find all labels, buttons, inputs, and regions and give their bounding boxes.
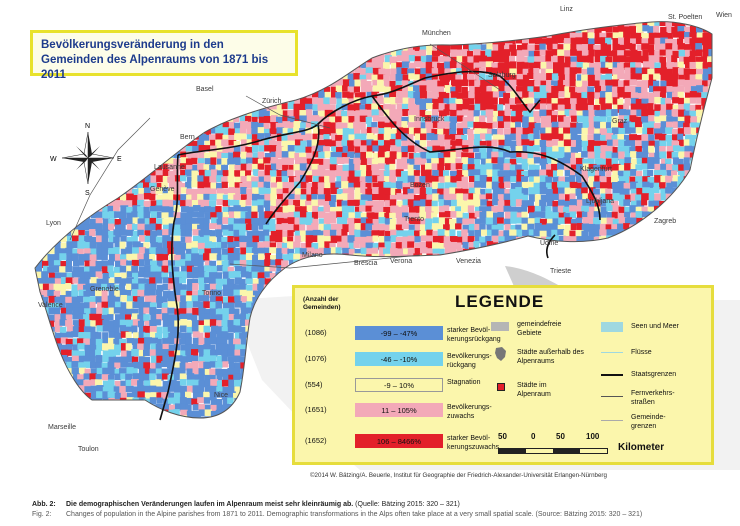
city-label-trento: Trento (404, 216, 424, 223)
city-label-gen-ve: Genève (150, 186, 175, 193)
state-border-line-icon (601, 374, 623, 376)
highway-line-icon (601, 396, 623, 397)
city-label-toulon: Toulon (78, 446, 99, 453)
municipal-border-line-icon (601, 420, 623, 421)
legend-class-count: (1076) (305, 354, 327, 363)
city-label-lausanne: Lausanne (154, 164, 185, 171)
copyright-note: ©2014 W. Bätzing/A. Beuerle, Institut fü… (310, 472, 607, 479)
city-inside-icon (497, 383, 505, 391)
legend-class-count: (1651) (305, 405, 327, 414)
municipality-free-label: gemeindefreie Gebiete (517, 321, 562, 337)
city-label-z-rich: Zürich (262, 98, 282, 105)
scale-label-50: 50 (556, 432, 565, 441)
cities-outside-label: Städte außerhalb des Alpenraums (517, 349, 584, 365)
map-title-line-2: Gemeinden des Alpenraums von 1871 bis 20… (41, 54, 269, 81)
city-label-basel: Basel (196, 86, 214, 93)
city-label-graz: Graz (612, 118, 628, 125)
city-label-innsbruck: Innsbruck (414, 116, 445, 123)
rivers-label: Flüsse (631, 349, 652, 356)
legend-class-label: starker Bevöl-kerungsrückgang (447, 327, 501, 343)
cities-inside-label: Städte im Alpenraum (517, 382, 551, 398)
scale-unit: Kilometer (618, 442, 665, 453)
legend-box: LEGENDE (Anzahl der Gemeinden) (1086) -99… (292, 285, 714, 465)
city-label-brescia: Brescia (354, 260, 378, 267)
caption-en: Fig. 2: Changes of population in the Alpi… (32, 510, 732, 520)
city-label-bern: Bern (180, 134, 195, 141)
city-label-milano: Milano (302, 252, 323, 259)
scale-label-50-left: 50 (498, 432, 507, 441)
city-outside-icon (495, 347, 506, 361)
legend-class-swatch: -99 – -47% (355, 326, 443, 340)
map-panel: N S E W Bevölkerungsveränderung in den G… (30, 6, 740, 470)
river-line-icon (601, 352, 623, 353)
city-label-valence: Valence (38, 302, 63, 309)
city-label-ljubljana: Ljubljana (586, 198, 615, 205)
city-label-marseille: Marseille (48, 424, 77, 431)
legend-class-label: Bevölkerungs-zuwachs (447, 404, 492, 420)
city-label-salzburg: Salzburg (488, 72, 516, 79)
scale-label-100: 100 (586, 432, 600, 441)
legend-title: LEGENDE (455, 292, 545, 311)
caption-en-source: (Source: Bätzing 2015: 320 – 321) (535, 511, 643, 518)
city-label-klagenfurt: Klagenfurt (580, 166, 612, 173)
city-label-zagreb: Zagreb (654, 218, 677, 225)
municipal-borders-label: Gemeinde-grenzen (631, 414, 666, 430)
caption-de-label: Abb. 2: (32, 501, 56, 508)
map-title-line-1: Bevölkerungsveränderung in den (41, 39, 224, 51)
scale-bar-graphic (498, 448, 608, 454)
legend-class-label: Bevölkerungs-rückgang (447, 353, 492, 369)
lakes-sea-swatch (601, 322, 623, 332)
lakes-sea-label: Seen und Meer (631, 323, 679, 330)
city-label-udine: Udine (540, 240, 559, 247)
legend-class-swatch: -46 – -10% (355, 352, 443, 366)
city-label-torino: Torino (202, 290, 222, 297)
caption-en-text: Changes of population in the Alpine pari… (66, 511, 534, 518)
legend-class-swatch: 106 – 8466% (355, 434, 443, 448)
caption-de-text: Die demographischen Veränderungen laufen… (66, 501, 354, 508)
city-label-m-nchen: München (422, 30, 451, 37)
city-label-nice: Nice (214, 392, 229, 399)
caption-en-label: Fig. 2: (32, 511, 52, 518)
city-label-venezia: Venezia (456, 258, 481, 265)
legend-class-swatch: -9 – 10% (355, 378, 443, 392)
legend-class-label: starker Bevöl-kerungszuwachs (447, 435, 500, 451)
city-label-wien: Wien (716, 12, 732, 19)
legend-class-count: (1652) (305, 436, 327, 445)
caption-de-source: (Quelle: Bätzing 2015: 320 – 321) (355, 501, 460, 508)
compass-rose: N S E W (50, 123, 122, 197)
city-label-grenoble: Grenoble (90, 286, 119, 293)
legend-class-count: (554) (305, 380, 323, 389)
legend-class-count: (1086) (305, 328, 327, 337)
map-title-box: Bevölkerungsveränderung in den Gemeinden… (30, 30, 298, 81)
city-label-lyon: Lyon (46, 220, 61, 227)
scale-label-0: 0 (531, 432, 536, 441)
figure-captions: Abb. 2: Die demographischen Veränderungen… (32, 500, 732, 520)
highways-label: Fernverkehrs-straßen (631, 390, 675, 406)
legend-count-header: (Anzahl der Gemeinden) (303, 296, 341, 311)
legend-class-label: Stagnation (447, 379, 481, 386)
legend-class-swatch: 11 – 105% (355, 403, 443, 417)
municipality-free-swatch (491, 322, 509, 331)
city-label-linz: Linz (560, 6, 573, 13)
caption-de: Abb. 2: Die demographischen Veränderungen… (32, 500, 732, 510)
city-label-trieste: Trieste (550, 268, 572, 275)
city-label-bozen: Bozen (410, 182, 430, 189)
city-label-st-poelten: St. Poelten (668, 14, 703, 21)
state-borders-label: Staatsgrenzen (631, 371, 677, 378)
city-label-verona: Verona (390, 258, 413, 265)
